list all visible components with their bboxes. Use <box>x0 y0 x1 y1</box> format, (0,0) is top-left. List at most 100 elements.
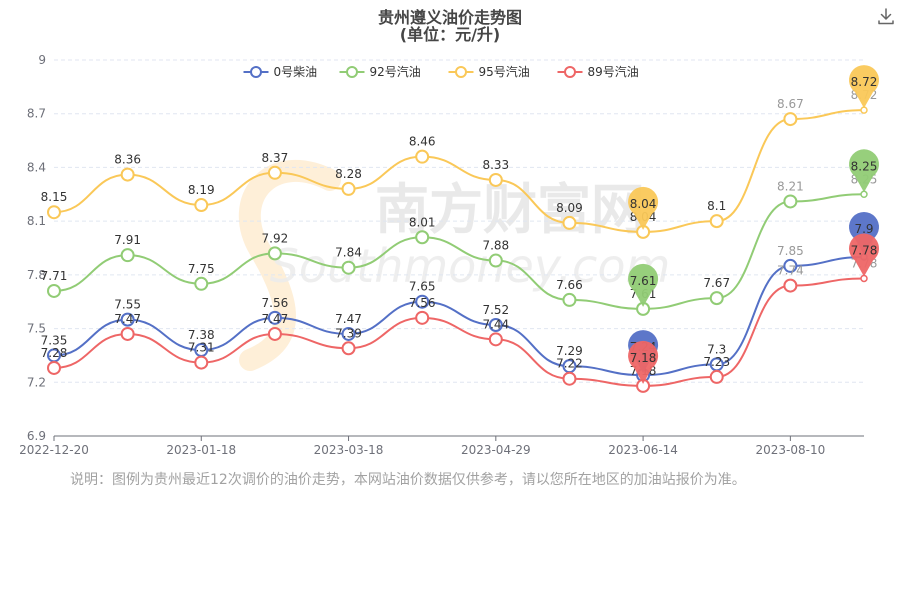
markpoint-label: 8.04 <box>630 197 657 211</box>
data-point <box>194 355 209 370</box>
legend-item: 89号汽油 <box>557 64 639 79</box>
data-label: 7.85 <box>777 244 804 258</box>
chart-title: 贵州遵义油价走势图 <box>377 8 522 27</box>
y-tick-label: 7.8 <box>27 268 46 282</box>
data-label: 7.92 <box>262 231 289 245</box>
data-label: 7.67 <box>703 276 730 290</box>
series-line-2 <box>53 109 865 233</box>
watermark-text-en: Southmoney.com <box>270 239 671 293</box>
legend-item: 92号汽油 <box>339 64 421 79</box>
y-tick-label: 7.5 <box>27 322 46 336</box>
data-label: 7.75 <box>188 262 215 276</box>
x-axis: 2022-12-20 2023-01-18 2023-03-18 2023-04-29… <box>19 435 864 457</box>
data-point <box>709 214 724 229</box>
y-tick-label: 9 <box>38 53 46 67</box>
legend-symbol <box>250 66 262 78</box>
legend-label: 92号汽油 <box>370 64 421 79</box>
data-label: 7.31 <box>188 341 215 355</box>
markpoint: 8.04 <box>628 186 659 230</box>
legend: 0号柴油 92号汽油 95号汽油 89号汽油 <box>243 64 639 79</box>
data-label: 8.19 <box>188 183 215 197</box>
data-label: 7.66 <box>556 278 583 292</box>
data-label: 8.67 <box>777 97 804 111</box>
legend-symbol <box>564 66 576 78</box>
data-label: 7.44 <box>482 317 509 331</box>
data-label: 7.88 <box>482 239 509 253</box>
grid <box>54 59 864 383</box>
markpoint-pin <box>849 65 880 109</box>
y-tick-label: 8.4 <box>27 160 46 174</box>
data-point <box>267 246 282 261</box>
data-point <box>709 291 724 306</box>
markpoint-label: 7.78 <box>851 243 878 257</box>
data-label: 7.47 <box>262 312 289 326</box>
data-point <box>488 172 503 187</box>
data-label: 8.09 <box>556 201 583 215</box>
markpoint-pin <box>849 233 880 277</box>
x-tick-label: 2023-01-18 <box>166 443 236 457</box>
data-label: 7.56 <box>409 296 436 310</box>
y-tick-label: 8.7 <box>27 107 46 121</box>
data-label: 8.28 <box>335 167 362 181</box>
y-tick-label: 6.9 <box>27 429 46 443</box>
data-point <box>120 248 135 263</box>
data-label: 8.21 <box>777 179 804 193</box>
data-label: 7.38 <box>188 328 215 342</box>
markpoint-pin <box>849 149 879 193</box>
data-label: 8.01 <box>409 215 436 229</box>
data-label: 8.37 <box>262 151 289 165</box>
data-label: 7.52 <box>482 303 509 317</box>
data-point <box>415 310 430 325</box>
data-label: 7.71 <box>41 269 68 283</box>
data-label: 8.36 <box>114 153 141 167</box>
download-icon[interactable] <box>876 6 896 26</box>
markpoint-label: 7.18 <box>630 351 657 365</box>
data-point <box>562 215 577 230</box>
legend-item: 0号柴油 <box>243 65 317 79</box>
x-tick-label: 2023-06-14 <box>608 443 678 457</box>
data-point <box>783 278 798 293</box>
data-label: 8.1 <box>707 199 726 213</box>
data-label: 7.65 <box>409 280 436 294</box>
markpoint: 8.72 <box>849 65 880 109</box>
data-label: 7.23 <box>703 355 730 369</box>
data-point <box>341 181 356 196</box>
data-point <box>120 167 135 182</box>
data-point <box>562 292 577 307</box>
data-point <box>562 371 577 386</box>
legend-label: 89号汽油 <box>588 64 639 79</box>
markpoint-label: 7.9 <box>854 222 873 236</box>
data-point <box>783 112 798 127</box>
data-label: 8.46 <box>409 135 436 149</box>
data-point <box>47 360 61 375</box>
x-tick-label: 2023-03-18 <box>314 443 384 457</box>
data-label: 7.47 <box>335 312 362 326</box>
data-point <box>415 230 430 245</box>
data-point <box>194 198 209 213</box>
x-tick-label: 2022-12-20 <box>19 443 89 457</box>
series-line-0 <box>53 255 865 377</box>
data-point <box>120 326 135 341</box>
data-point <box>783 258 798 273</box>
data-label: 7.28 <box>41 346 68 360</box>
data-point <box>267 310 282 325</box>
footnote: 说明：图例为贵州最近12次调价的油价走势，本网站油价数据仅供参考，请以您所在地区… <box>70 472 746 488</box>
data-point <box>47 283 61 298</box>
data-label: 8.33 <box>482 158 509 172</box>
x-tick-label: 2023-04-29 <box>461 443 531 457</box>
markpoints: 7.247.97.618.258.048.727.187.78 <box>628 65 880 384</box>
data-label: 7.56 <box>262 296 289 310</box>
series-layer <box>47 106 868 393</box>
data-point <box>415 294 430 309</box>
data-point <box>267 326 282 341</box>
legend-symbol <box>455 66 467 78</box>
y-axis: 6.9 7.2 7.5 7.8 8.1 8.4 8.7 9 <box>27 53 46 443</box>
markpoint: 8.25 <box>849 149 879 193</box>
series-line-1 <box>53 193 865 310</box>
data-point <box>341 260 356 275</box>
data-label: 7.74 <box>777 264 804 278</box>
data-label: 8.15 <box>41 190 68 204</box>
chart-subtitle: (单位：元/升) <box>399 25 501 44</box>
x-tick-label: 2023-08-10 <box>755 443 825 457</box>
